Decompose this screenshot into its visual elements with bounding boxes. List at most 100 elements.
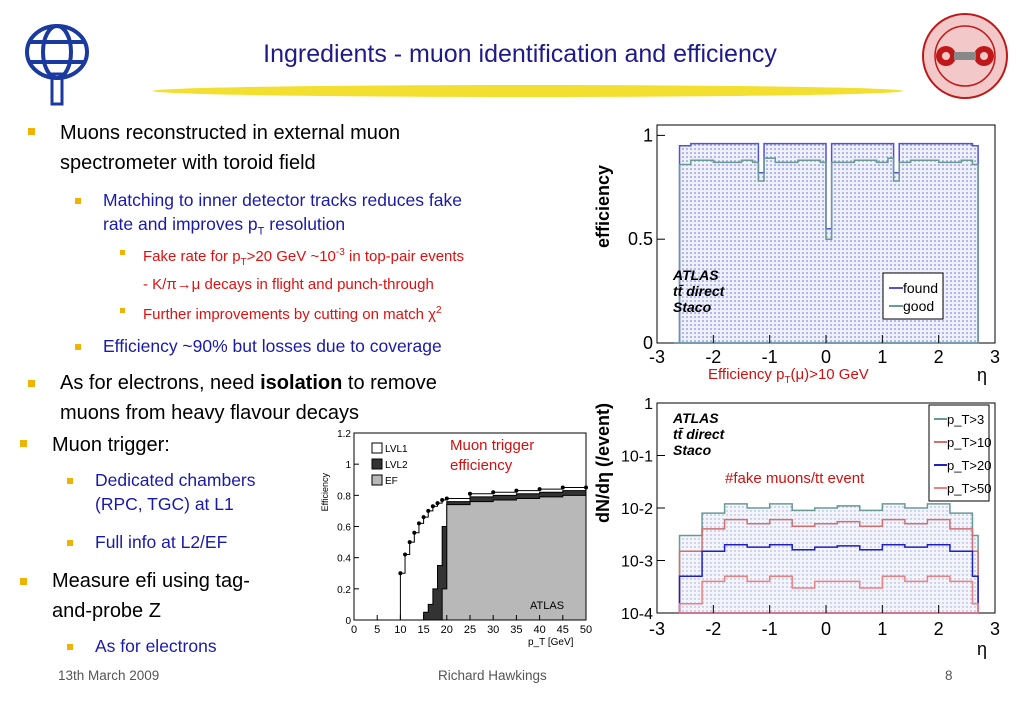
bullet-marker <box>75 344 81 350</box>
y-tick-label: 0.8 <box>337 491 351 502</box>
y-tick-label: 0.2 <box>337 585 351 596</box>
y-axis-label: dN/dη (/event) <box>593 403 613 523</box>
bullet-efficiency: Efficiency ~90% but losses due to covera… <box>103 336 442 356</box>
bullet-text: - K/π→μ decays in flight and punch-throu… <box>143 276 434 293</box>
legend-swatch <box>371 442 383 454</box>
footer-page: 8 <box>945 668 953 683</box>
x-tick-label: 3 <box>990 347 1000 367</box>
bullet-fake-rate: Fake rate for pT>20 GeV ~10-3 in top-pai… <box>143 242 464 296</box>
y-tick-label: 1 <box>643 125 653 145</box>
atlas-annotation: Staco <box>673 442 712 458</box>
y-tick-label: 0 <box>643 333 653 353</box>
series-p_T>50 <box>678 575 979 614</box>
x-tick-label: 15 <box>417 624 429 636</box>
y-tick-label: 0.5 <box>628 229 653 249</box>
data-point <box>537 487 542 492</box>
atlas-annotation: ATLAS <box>672 410 719 426</box>
y-tick-label: 1 <box>644 396 653 413</box>
caption-text: Muon trigger <box>450 437 535 454</box>
footer-date: 13th March 2009 <box>58 668 160 683</box>
bullet-chambers: Dedicated chambers (RPC, TGC) at L1 <box>95 468 256 516</box>
bullet-text: Matching to inner detector tracks reduce… <box>103 190 462 210</box>
bullet-marker <box>67 540 73 546</box>
data-point <box>514 488 519 493</box>
y-tick-label: 1 <box>345 460 351 471</box>
atlas-annotation: ATLAS <box>672 267 719 283</box>
bullet-text: muons from heavy flavour decays <box>60 402 360 424</box>
fake-muons-chart: -3 -2 -1 0 1 2 3 10-4 10-3 10-2 10-1 1 η dN/dη (/even… <box>593 396 1000 659</box>
x-tick-label: 25 <box>464 624 476 636</box>
y-tick-label: 10-4 <box>621 606 653 623</box>
legend-swatch <box>371 458 383 470</box>
bullet-as-electrons: As for electrons <box>95 636 217 656</box>
x-axis-label: p_T [GeV] <box>528 637 574 648</box>
atlas-annotation: Staco <box>673 299 712 315</box>
x-tick-label: -2 <box>705 619 721 639</box>
legend-label: LVL2 <box>385 460 408 471</box>
legend-label: good <box>903 298 934 314</box>
bullet-marker <box>67 644 73 650</box>
x-tick-label: 0 <box>351 624 357 636</box>
data-point <box>416 521 421 526</box>
x-tick-label: 1 <box>877 347 887 367</box>
x-tick-label: 10 <box>394 624 406 636</box>
y-tick-label: 1.2 <box>337 429 351 440</box>
series-p_T>10 <box>678 518 979 614</box>
x-axis-label: η <box>977 365 987 385</box>
x-tick-label: -3 <box>649 619 665 639</box>
trigger-caption: Muon trigger efficiency <box>450 436 534 476</box>
bullet-marker <box>28 380 35 387</box>
series-p_T>20 <box>678 543 979 614</box>
bullet-full-info: Full info at L2/EF <box>95 532 228 552</box>
x-tick-label: -1 <box>762 619 778 639</box>
bullet-text: rate and improves pT resolution <box>103 214 346 238</box>
bullet-text: spectrometer with toroid field <box>60 152 316 174</box>
y-axis-label: efficiency <box>593 165 613 248</box>
legend-label: p_T>20 <box>947 458 991 473</box>
y-tick-label: 10-3 <box>621 554 653 571</box>
legend-swatch <box>371 474 383 486</box>
atlas-annotation: ATLAS <box>530 600 564 612</box>
data-point <box>560 485 565 490</box>
x-tick-label: 2 <box>934 619 944 639</box>
data-point <box>444 496 449 501</box>
legend-label: p_T>3 <box>947 412 984 427</box>
bullet-marker <box>20 440 27 447</box>
bullet-further: Further improvements by cutting on match… <box>143 305 442 323</box>
y-tick-label: 10-2 <box>621 501 653 518</box>
data-point <box>421 515 426 520</box>
x-tick-label: 50 <box>580 624 592 636</box>
bullet-marker <box>120 308 125 313</box>
x-tick-label: 45 <box>557 624 569 636</box>
data-point <box>435 501 440 506</box>
x-tick-label: -2 <box>705 347 721 367</box>
series-p_T>3 <box>678 503 979 614</box>
x-tick-label: -3 <box>649 347 665 367</box>
atlas-logo <box>25 24 89 106</box>
atlas-annotation: tt̄ direct <box>673 283 726 299</box>
x-tick-label: 20 <box>441 624 453 636</box>
bullet-marker <box>28 128 35 135</box>
legend-label: EF <box>385 476 398 487</box>
data-point <box>430 504 435 509</box>
x-tick-label: 0 <box>821 347 831 367</box>
efficiency-caption: Efficiency pT(μ)>10 GeV <box>708 366 869 386</box>
x-tick-label: 5 <box>374 624 380 636</box>
x-tick-label: 2 <box>934 347 944 367</box>
data-point <box>398 571 403 576</box>
bullet-marker <box>75 198 81 204</box>
bullet-text: Fake rate for pT>20 GeV ~10-3 in top-pai… <box>143 247 465 268</box>
lhc-logo <box>922 13 1008 99</box>
y-tick-label: 0 <box>345 616 351 627</box>
y-tick-label: 0.4 <box>337 554 351 565</box>
trigger-efficiency-chart: 0 5 10 15 20 25 30 35 40 45 50 0 0.2 0.4 0.6 0.8 1 1.2 p_T… <box>320 429 592 648</box>
x-tick-label: 0 <box>821 619 831 639</box>
data-point <box>426 508 431 513</box>
bullet-text: and-probe Z <box>52 600 161 622</box>
bullet-text: Muons reconstructed in external muon <box>60 122 401 144</box>
legend-box <box>928 404 990 502</box>
data-point <box>412 530 417 535</box>
x-axis-label: η <box>977 639 987 659</box>
y-axis-label: Efficiency <box>320 473 330 512</box>
